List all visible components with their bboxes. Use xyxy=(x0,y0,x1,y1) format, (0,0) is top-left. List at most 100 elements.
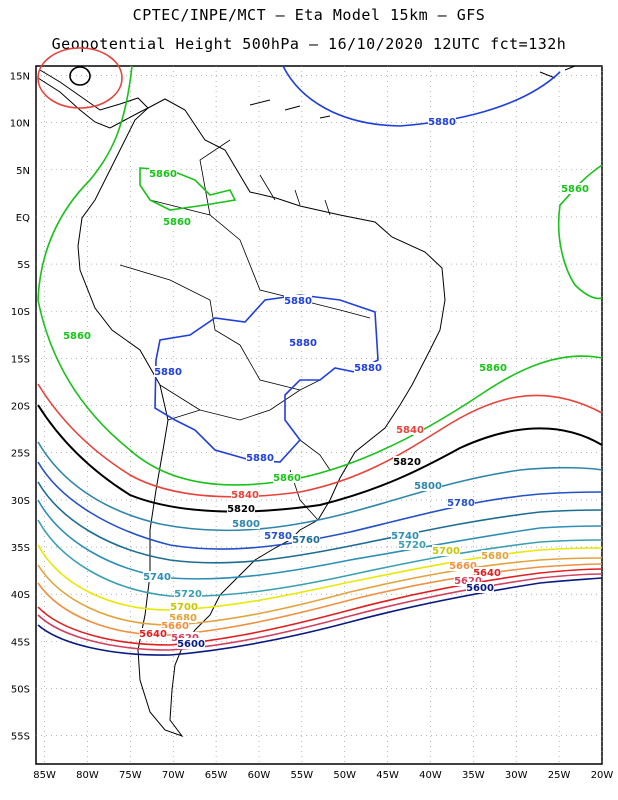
isoline-label-5820: 5820 xyxy=(393,457,421,468)
isoline-label-bg xyxy=(473,567,501,578)
lat-tick-label: 40S xyxy=(11,590,30,601)
isoline-label-5600: 5600 xyxy=(177,639,205,650)
isoline-label-5880: 5880 xyxy=(246,453,274,464)
lat-tick-label: 20S xyxy=(11,402,30,413)
isoline-5820 xyxy=(37,404,603,513)
lon-tick-label: 45W xyxy=(376,770,399,781)
isoline-label-bg xyxy=(447,497,475,508)
lat-tick-label: 25S xyxy=(11,449,30,460)
isoline-label-5780: 5780 xyxy=(264,531,292,542)
isoline-5840 xyxy=(37,383,603,498)
isoline-label-bg xyxy=(170,601,198,612)
isoline-label-bg xyxy=(227,503,255,514)
lat-tick-label: 30S xyxy=(11,496,30,507)
lat-tick-label: 55S xyxy=(11,732,30,743)
south-america-outline xyxy=(77,98,446,738)
title-line-1: CPTEC/INPE/MCT – Eta Model 15km – GFS xyxy=(132,6,486,24)
isoline-label-bg xyxy=(264,530,292,541)
isoline-label-5880: 5880 xyxy=(289,338,317,349)
isoline-label-bg xyxy=(354,362,382,373)
coastline xyxy=(37,65,576,738)
isoline-label-bg xyxy=(161,620,189,631)
isoline-5800 xyxy=(37,441,603,532)
lat-tick-label: 5N xyxy=(16,166,30,177)
lat-tick-label: 45S xyxy=(11,637,30,648)
lon-tick-label: 85W xyxy=(33,770,56,781)
isoline-label-5800: 5800 xyxy=(232,519,260,530)
isoline-5880 xyxy=(154,294,379,463)
isoline-label-5860: 5860 xyxy=(63,331,91,342)
isoline-5860 xyxy=(139,167,237,211)
isoline-5740 xyxy=(37,499,603,580)
lon-tick-label: 20W xyxy=(591,770,614,781)
isoline-label-5860: 5860 xyxy=(561,184,589,195)
isoline-5600 xyxy=(37,577,603,656)
isoline-label-bg xyxy=(232,518,260,529)
isoline-label-bg xyxy=(428,116,456,127)
isoline-label-bg xyxy=(414,480,442,491)
axis-tick-labels: 15N 10N 5N EQ 5S 10S 15S 20S 25S 30S 35S 40S 45S 50S 5… xyxy=(10,71,614,781)
isoline-label-5880: 5880 xyxy=(354,363,382,374)
isoline-label-5700: 5700 xyxy=(432,546,460,557)
isoline-label-bg xyxy=(163,216,191,227)
isoline-label-bg xyxy=(393,456,421,467)
isoline-label-bg xyxy=(454,575,482,586)
lon-tick-label: 35W xyxy=(462,770,485,781)
isoline-label-bg xyxy=(396,424,424,435)
border-lines xyxy=(119,139,371,521)
isoline-label-5860: 5860 xyxy=(163,217,191,228)
isoline-5880 xyxy=(282,65,561,127)
isoline-label-bg xyxy=(289,337,317,348)
isoline-label-bg xyxy=(398,539,426,550)
isoline-label-5660: 5660 xyxy=(449,561,477,572)
isoline-label-bg xyxy=(177,638,205,649)
isoline-label-5860: 5860 xyxy=(149,169,177,180)
isoline-label-5720: 5720 xyxy=(398,540,426,551)
caribbean-islands xyxy=(249,65,576,119)
lat-tick-label: 10S xyxy=(11,307,30,318)
isoline-label-5680: 5680 xyxy=(481,551,509,562)
isoline-label-5620: 5620 xyxy=(454,576,482,587)
isoline-label-bg xyxy=(273,472,301,483)
country-borders xyxy=(119,139,371,521)
isoline-label-5780: 5780 xyxy=(447,498,475,509)
lon-tick-label: 70W xyxy=(162,770,185,781)
isoline-5780 xyxy=(37,461,603,550)
isoline-label-bg xyxy=(149,168,177,179)
isoline-label-bg xyxy=(432,545,460,556)
isoline-label-5880: 5880 xyxy=(154,367,182,378)
isoline-5760 xyxy=(37,481,603,564)
isoline-5700 xyxy=(37,544,603,611)
isoline-labels: 5880 5880 5880 5880 5880 5880 5860 5860 5860 5860… xyxy=(63,116,589,650)
isoline-label-5820: 5820 xyxy=(227,504,255,515)
isoline-label-5660: 5660 xyxy=(161,621,189,632)
isoline-label-5680: 5680 xyxy=(169,613,197,624)
isoline-5720 xyxy=(37,519,603,598)
isoline-label-bg xyxy=(169,612,197,623)
isoline-label-bg xyxy=(479,362,507,373)
isoline-label-bg xyxy=(481,550,509,561)
lat-tick-label: 35S xyxy=(11,543,30,554)
title-line-2: Geopotential Height 500hPa – 16/10/2020 … xyxy=(51,35,567,53)
isoline-5860 xyxy=(37,299,603,486)
isoline-label-bg xyxy=(449,560,477,571)
isoline-label-5700: 5700 xyxy=(170,602,198,613)
isoline-5660 xyxy=(37,563,603,636)
isoline-label-5640: 5640 xyxy=(139,629,167,640)
lon-tick-label: 80W xyxy=(76,770,99,781)
isoline-label-5860: 5860 xyxy=(479,363,507,374)
lat-tick-label: 15S xyxy=(11,354,30,365)
central-america-outline xyxy=(37,69,149,129)
isoline-label-5640: 5640 xyxy=(473,568,501,579)
lon-tick-label: 50W xyxy=(333,770,356,781)
plot-frame xyxy=(35,65,603,765)
lon-tick-label: 25W xyxy=(548,770,571,781)
lat-tick-label: 15N xyxy=(10,71,30,82)
isoline-label-5740: 5740 xyxy=(143,572,171,583)
lon-tick-label: 65W xyxy=(205,770,228,781)
lon-tick-label: 60W xyxy=(248,770,271,781)
isoline-label-bg xyxy=(171,632,199,643)
isoline-label-bg xyxy=(143,571,171,582)
isoline-5860 xyxy=(37,65,133,301)
